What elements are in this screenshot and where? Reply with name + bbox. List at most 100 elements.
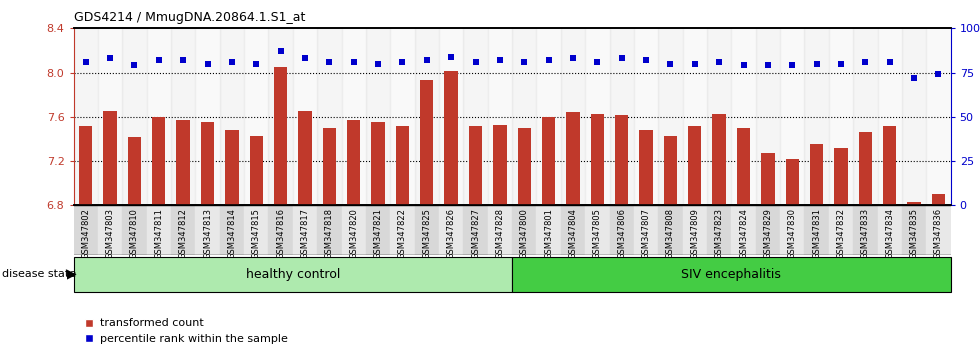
Bar [371, 122, 385, 205]
Text: GSM347808: GSM347808 [666, 208, 675, 259]
Bar [663, 136, 677, 205]
Bar [147, 205, 171, 255]
Bar [366, 28, 390, 205]
Text: GSM347820: GSM347820 [349, 208, 358, 259]
Point [736, 63, 752, 68]
Bar [780, 205, 805, 255]
Bar [829, 205, 854, 255]
Bar [786, 159, 799, 205]
Bar [122, 28, 147, 205]
Bar [488, 28, 512, 205]
Text: GSM347804: GSM347804 [568, 208, 577, 259]
Point [224, 59, 240, 65]
Bar [464, 28, 488, 205]
Point [272, 48, 288, 54]
Bar [195, 205, 220, 255]
Point [662, 61, 678, 67]
Bar [809, 144, 823, 205]
Bar [220, 28, 244, 205]
Bar [659, 205, 683, 255]
Text: GSM347807: GSM347807 [642, 208, 651, 259]
Bar [488, 205, 512, 255]
Point [395, 59, 411, 65]
Point [638, 57, 654, 63]
Legend: transformed count, percentile rank within the sample: transformed count, percentile rank withi… [79, 314, 292, 348]
Bar [854, 205, 877, 255]
Bar [512, 257, 951, 292]
Bar [926, 205, 951, 255]
Text: GSM347815: GSM347815 [252, 208, 261, 259]
Bar [639, 130, 653, 205]
Point [711, 59, 727, 65]
Point [541, 57, 557, 63]
Bar [536, 205, 561, 255]
Bar [269, 205, 293, 255]
Bar [98, 28, 122, 205]
Bar [390, 205, 415, 255]
Text: GSM347813: GSM347813 [203, 208, 212, 259]
Bar [74, 205, 98, 255]
Bar [932, 194, 945, 205]
Point [565, 56, 581, 61]
Point [467, 59, 483, 65]
Bar [201, 122, 215, 205]
Bar [493, 125, 507, 205]
Bar [244, 205, 269, 255]
Bar [322, 128, 336, 205]
Bar [591, 114, 604, 205]
Bar [318, 28, 341, 205]
Text: SIV encephalitis: SIV encephalitis [681, 268, 781, 281]
Bar [103, 111, 117, 205]
Bar [517, 128, 531, 205]
Point [297, 56, 313, 61]
Bar [780, 28, 805, 205]
Point [346, 59, 362, 65]
Text: GSM347830: GSM347830 [788, 208, 797, 259]
Point [858, 59, 873, 65]
Text: GSM347805: GSM347805 [593, 208, 602, 259]
Text: GSM347829: GSM347829 [763, 208, 772, 259]
Text: GSM347828: GSM347828 [495, 208, 505, 259]
Bar [127, 137, 141, 205]
Bar [585, 28, 610, 205]
Point [321, 59, 337, 65]
Text: GSM347835: GSM347835 [909, 208, 918, 259]
Text: GSM347810: GSM347810 [130, 208, 139, 259]
Bar [171, 28, 195, 205]
Bar [366, 205, 390, 255]
Bar [176, 120, 190, 205]
Text: GSM347827: GSM347827 [471, 208, 480, 259]
Bar [805, 205, 829, 255]
Text: ▶: ▶ [67, 268, 76, 281]
Bar [707, 28, 731, 205]
Bar [74, 28, 98, 205]
Bar [79, 126, 92, 205]
Text: GDS4214 / MmugDNA.20864.1.S1_at: GDS4214 / MmugDNA.20864.1.S1_at [74, 11, 305, 24]
Text: disease state: disease state [2, 269, 76, 279]
Bar [464, 205, 488, 255]
Bar [415, 205, 439, 255]
Bar [390, 28, 415, 205]
Bar [420, 80, 433, 205]
Point [175, 57, 191, 63]
Text: GSM347822: GSM347822 [398, 208, 407, 259]
Bar [318, 205, 341, 255]
Bar [225, 130, 238, 205]
Bar [731, 205, 756, 255]
Bar [756, 28, 780, 205]
Point [931, 72, 947, 77]
Text: GSM347806: GSM347806 [617, 208, 626, 259]
Text: GSM347834: GSM347834 [885, 208, 894, 259]
Bar [293, 28, 318, 205]
Point [516, 59, 532, 65]
Bar [634, 28, 659, 205]
Bar [347, 120, 361, 205]
Bar [445, 72, 458, 205]
Bar [244, 28, 269, 205]
Text: GSM347803: GSM347803 [106, 208, 115, 259]
Bar [561, 205, 585, 255]
Bar [877, 28, 902, 205]
Bar [74, 257, 512, 292]
Text: GSM347824: GSM347824 [739, 208, 748, 259]
Point [833, 61, 849, 67]
